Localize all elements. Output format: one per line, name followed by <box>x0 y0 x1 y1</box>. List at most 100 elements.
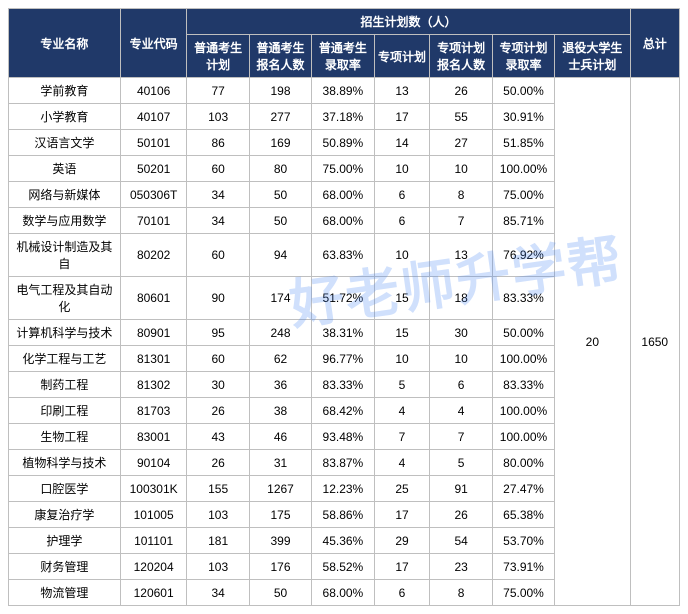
cell-napply: 399 <box>249 528 311 554</box>
header-special-apply: 专项计划报名人数 <box>430 35 492 78</box>
cell-nplan: 77 <box>187 78 249 104</box>
cell-splan: 15 <box>374 320 430 346</box>
cell-nrate: 83.87% <box>312 450 374 476</box>
cell-nplan: 103 <box>187 554 249 580</box>
cell-nrate: 58.52% <box>312 554 374 580</box>
header-special-rate: 专项计划录取率 <box>492 35 554 78</box>
cell-sapply: 91 <box>430 476 492 502</box>
cell-sapply: 7 <box>430 424 492 450</box>
cell-splan: 13 <box>374 78 430 104</box>
table-header: 专业名称 专业代码 招生计划数（人） 总计 普通考生计划 普通考生报名人数 普通… <box>9 9 680 78</box>
cell-splan: 7 <box>374 424 430 450</box>
cell-napply: 50 <box>249 580 311 606</box>
cell-nrate: 51.72% <box>312 277 374 320</box>
cell-splan: 5 <box>374 372 430 398</box>
table-row: 学前教育401067719838.89%132650.00%201650 <box>9 78 680 104</box>
cell-nplan: 26 <box>187 398 249 424</box>
enrollment-table: 专业名称 专业代码 招生计划数（人） 总计 普通考生计划 普通考生报名人数 普通… <box>8 8 680 606</box>
cell-srate: 100.00% <box>492 424 554 450</box>
cell-code: 80202 <box>120 234 187 277</box>
cell-nrate: 68.00% <box>312 208 374 234</box>
cell-code: 101101 <box>120 528 187 554</box>
cell-code: 70101 <box>120 208 187 234</box>
cell-srate: 83.33% <box>492 372 554 398</box>
cell-nplan: 86 <box>187 130 249 156</box>
cell-napply: 94 <box>249 234 311 277</box>
cell-napply: 277 <box>249 104 311 130</box>
cell-splan: 4 <box>374 398 430 424</box>
cell-srate: 51.85% <box>492 130 554 156</box>
cell-nplan: 30 <box>187 372 249 398</box>
cell-srate: 80.00% <box>492 450 554 476</box>
cell-code: 81703 <box>120 398 187 424</box>
cell-splan: 17 <box>374 502 430 528</box>
cell-srate: 100.00% <box>492 346 554 372</box>
cell-code: 120601 <box>120 580 187 606</box>
cell-nrate: 68.42% <box>312 398 374 424</box>
cell-srate: 73.91% <box>492 554 554 580</box>
cell-sapply: 26 <box>430 78 492 104</box>
cell-srate: 53.70% <box>492 528 554 554</box>
cell-name: 制药工程 <box>9 372 121 398</box>
cell-nrate: 38.89% <box>312 78 374 104</box>
cell-sapply: 30 <box>430 320 492 346</box>
cell-srate: 75.00% <box>492 182 554 208</box>
cell-splan: 25 <box>374 476 430 502</box>
header-total: 总计 <box>630 9 680 78</box>
cell-nrate: 68.00% <box>312 182 374 208</box>
cell-name: 网络与新媒体 <box>9 182 121 208</box>
cell-total: 1650 <box>630 78 680 606</box>
cell-nrate: 38.31% <box>312 320 374 346</box>
cell-nrate: 96.77% <box>312 346 374 372</box>
cell-srate: 50.00% <box>492 320 554 346</box>
cell-code: 50201 <box>120 156 187 182</box>
cell-name: 计算机科学与技术 <box>9 320 121 346</box>
cell-code: 83001 <box>120 424 187 450</box>
cell-sapply: 27 <box>430 130 492 156</box>
cell-splan: 10 <box>374 156 430 182</box>
cell-splan: 15 <box>374 277 430 320</box>
cell-napply: 62 <box>249 346 311 372</box>
cell-code: 120204 <box>120 554 187 580</box>
cell-code: 81302 <box>120 372 187 398</box>
header-major-name: 专业名称 <box>9 9 121 78</box>
cell-name: 物流管理 <box>9 580 121 606</box>
cell-splan: 6 <box>374 208 430 234</box>
cell-napply: 198 <box>249 78 311 104</box>
cell-name: 康复治疗学 <box>9 502 121 528</box>
cell-sapply: 6 <box>430 372 492 398</box>
cell-nplan: 103 <box>187 502 249 528</box>
cell-nplan: 95 <box>187 320 249 346</box>
header-enrollment-group: 招生计划数（人） <box>187 9 630 35</box>
cell-code: 50101 <box>120 130 187 156</box>
cell-nrate: 58.86% <box>312 502 374 528</box>
cell-napply: 175 <box>249 502 311 528</box>
cell-napply: 38 <box>249 398 311 424</box>
cell-splan: 17 <box>374 554 430 580</box>
cell-srate: 100.00% <box>492 398 554 424</box>
cell-napply: 248 <box>249 320 311 346</box>
cell-nplan: 43 <box>187 424 249 450</box>
cell-napply: 80 <box>249 156 311 182</box>
cell-nplan: 103 <box>187 104 249 130</box>
cell-napply: 46 <box>249 424 311 450</box>
cell-splan: 17 <box>374 104 430 130</box>
cell-sapply: 5 <box>430 450 492 476</box>
cell-nplan: 26 <box>187 450 249 476</box>
cell-name: 化学工程与工艺 <box>9 346 121 372</box>
cell-nplan: 90 <box>187 277 249 320</box>
cell-code: 81301 <box>120 346 187 372</box>
header-major-code: 专业代码 <box>120 9 187 78</box>
cell-nplan: 60 <box>187 156 249 182</box>
cell-splan: 10 <box>374 234 430 277</box>
cell-napply: 176 <box>249 554 311 580</box>
cell-nrate: 45.36% <box>312 528 374 554</box>
cell-srate: 100.00% <box>492 156 554 182</box>
cell-name: 口腔医学 <box>9 476 121 502</box>
cell-nplan: 181 <box>187 528 249 554</box>
cell-srate: 83.33% <box>492 277 554 320</box>
cell-srate: 65.38% <box>492 502 554 528</box>
cell-code: 100301K <box>120 476 187 502</box>
cell-name: 机械设计制造及其自 <box>9 234 121 277</box>
cell-name: 数学与应用数学 <box>9 208 121 234</box>
